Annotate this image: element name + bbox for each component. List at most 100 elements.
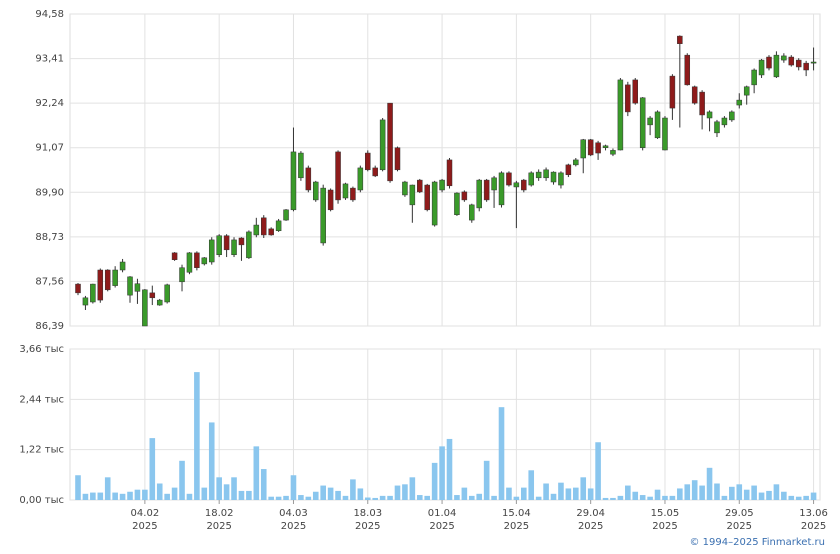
volume-bar [446, 438, 453, 500]
y-tick-label: 89,90 [35, 187, 64, 198]
candle-body [714, 121, 720, 134]
candle-body [550, 171, 557, 183]
candle-body [112, 269, 118, 286]
volume-bar [691, 480, 698, 500]
volume-bar [521, 487, 527, 500]
volume-bar [454, 495, 460, 500]
volume-bar [283, 495, 289, 500]
candle-body [446, 159, 453, 187]
y-tick-label: 1,22 тыс [19, 445, 64, 456]
volume-bar [788, 495, 795, 500]
volume-bar [617, 495, 624, 500]
candle-body [365, 152, 371, 171]
volume-bar [476, 493, 483, 500]
candle-body [142, 289, 148, 327]
candle-body [238, 237, 245, 246]
volume-bar [216, 477, 222, 500]
volume-bar [342, 495, 349, 500]
credit[interactable]: © 1994–2025 Finmarket.ru [689, 537, 825, 548]
candle-body [528, 172, 534, 186]
volume-bar [268, 496, 274, 500]
volume-bar [795, 496, 802, 500]
candle-body [439, 179, 445, 191]
candle-body [268, 228, 274, 236]
volume-bar [595, 442, 601, 500]
candle-body [469, 204, 475, 221]
volume-bar [721, 495, 728, 500]
candle-body [647, 117, 653, 126]
candle-body [677, 35, 683, 44]
volume-bar [208, 422, 215, 500]
x-tick-label: 15.04 [502, 508, 531, 519]
volume-bar [312, 491, 319, 500]
candle-body [691, 86, 698, 104]
y-tick-label: 88,73 [35, 232, 64, 243]
candle-body [104, 269, 111, 291]
volume-bar [528, 470, 535, 500]
candle-body [394, 147, 401, 171]
y-tick-label: 87,56 [35, 276, 64, 287]
volume-bar [647, 496, 653, 500]
candle-body [662, 117, 668, 151]
candle-body [491, 177, 497, 191]
candle-body [535, 171, 542, 179]
volume-bar [119, 493, 126, 500]
y-tick-label: 91,07 [35, 143, 64, 154]
candle-body [275, 220, 282, 232]
candle-body [82, 297, 89, 306]
volume-bar [372, 497, 378, 500]
candle-body [602, 145, 609, 148]
candle-body [320, 187, 326, 244]
volume-bar [803, 495, 809, 500]
candle-body [803, 62, 809, 71]
volume-bar [439, 446, 445, 500]
candle-body [699, 91, 705, 116]
x-tick-label: 04.03 [279, 508, 308, 519]
volume-bar [565, 488, 572, 500]
volume-bar [253, 446, 260, 500]
volume-bar [677, 488, 683, 500]
candle-body [119, 261, 126, 271]
x-tick-year: 2025 [801, 521, 826, 532]
candle-body [417, 179, 423, 193]
candle-body [283, 209, 289, 221]
x-tick-year: 2025 [206, 521, 231, 532]
volume-bar [260, 469, 267, 500]
volume-bar [402, 484, 408, 500]
candle-body [632, 79, 638, 104]
candle-body [350, 187, 356, 201]
candle-body [669, 75, 676, 109]
volume-bar [142, 489, 148, 500]
volume-bar [246, 490, 252, 500]
volume-bar [194, 372, 200, 500]
candle-body [231, 239, 237, 256]
candle-body [149, 292, 156, 299]
candle-body [327, 189, 334, 211]
volume-bar [127, 491, 133, 500]
volume-bar [171, 487, 178, 500]
volume-bar [669, 495, 676, 500]
volume-bar [491, 495, 497, 500]
volume-bar [543, 483, 549, 500]
candle-body [216, 235, 222, 256]
x-tick-year: 2025 [355, 521, 380, 532]
volume-bar [654, 489, 661, 500]
candle-body [387, 102, 393, 182]
volume-bar [134, 489, 141, 500]
candle-body [595, 142, 601, 154]
volume-bar [684, 484, 691, 500]
x-tick-year: 2025 [578, 521, 603, 532]
candle-body [654, 111, 661, 139]
y-tick-label: 0,00 тыс [19, 495, 64, 506]
x-tick-label: 18.03 [353, 508, 382, 519]
volume-bar [424, 495, 431, 500]
candle-body [171, 252, 178, 260]
volume-bar [558, 482, 564, 500]
candle-body [684, 54, 691, 86]
candle-body [342, 183, 349, 199]
x-tick-year: 2025 [132, 521, 157, 532]
volume-bar [573, 487, 579, 500]
y-tick-label: 92,24 [35, 98, 64, 109]
x-tick-label: 01.04 [428, 508, 457, 519]
volume-bar [379, 495, 386, 500]
